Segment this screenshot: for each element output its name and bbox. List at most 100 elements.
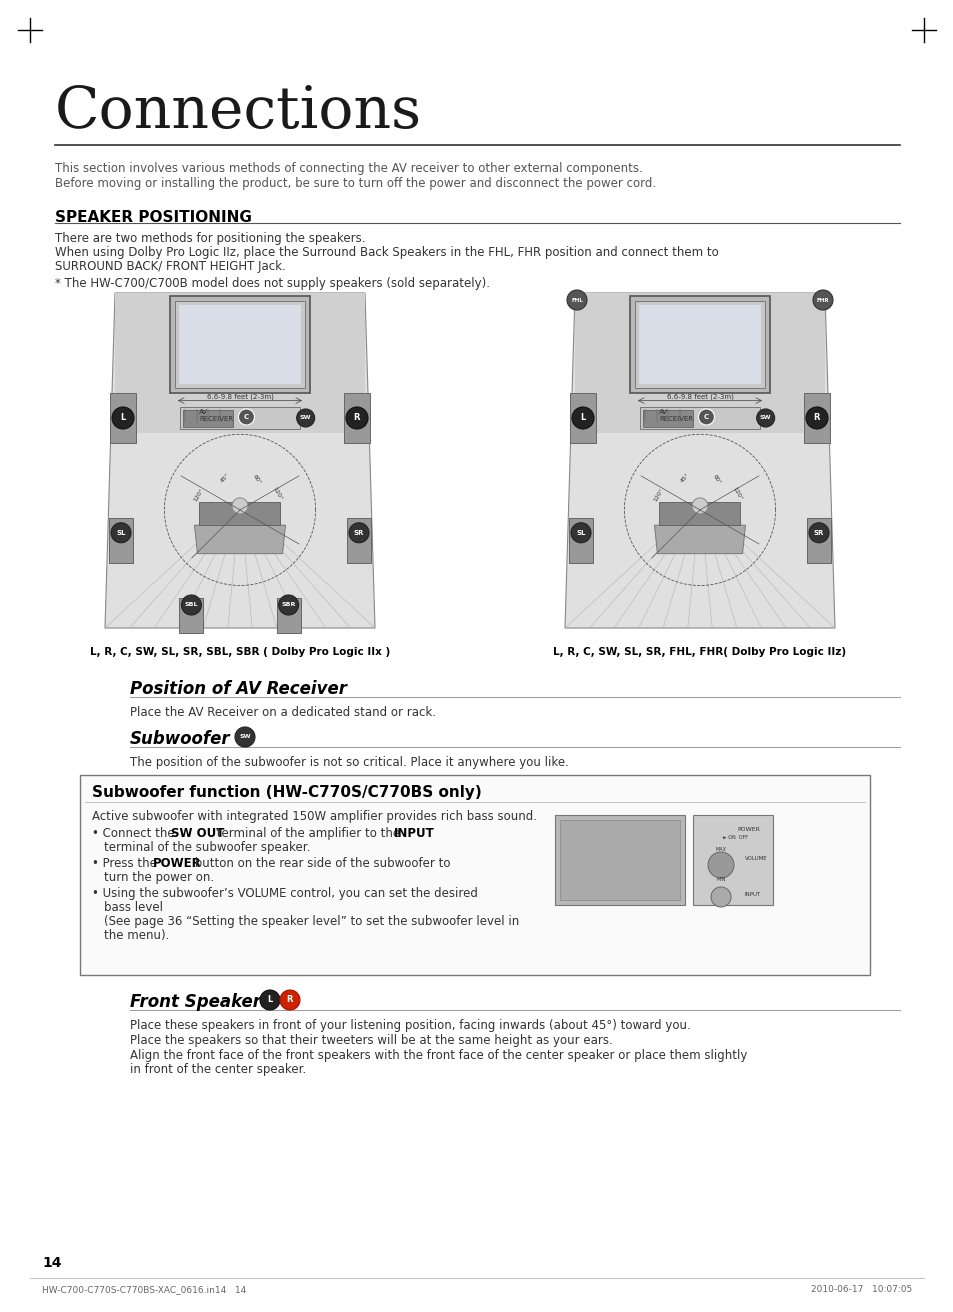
FancyBboxPatch shape — [199, 502, 280, 525]
Text: SR: SR — [354, 530, 364, 535]
FancyBboxPatch shape — [110, 394, 136, 443]
Text: terminal of the amplifier to the: terminal of the amplifier to the — [213, 827, 403, 840]
Text: • Connect the: • Connect the — [91, 827, 178, 840]
Text: 14: 14 — [42, 1256, 61, 1270]
Text: C: C — [244, 415, 249, 420]
Text: AV: AV — [199, 408, 208, 415]
Polygon shape — [654, 525, 744, 554]
Text: turn the power on.: turn the power on. — [104, 871, 213, 884]
FancyBboxPatch shape — [629, 297, 769, 392]
FancyBboxPatch shape — [568, 518, 593, 563]
Text: Before moving or installing the product, be sure to turn off the power and disco: Before moving or installing the product,… — [55, 177, 656, 190]
FancyBboxPatch shape — [180, 407, 299, 429]
FancyBboxPatch shape — [170, 297, 310, 392]
Text: HW-C700-C770S-C770BS-XAC_0616.in14   14: HW-C700-C770S-C770BS-XAC_0616.in14 14 — [42, 1284, 246, 1294]
Circle shape — [346, 407, 368, 429]
Text: Subwoofer function (HW-C770S/C770BS only): Subwoofer function (HW-C770S/C770BS only… — [91, 785, 481, 800]
Text: SL: SL — [116, 530, 126, 535]
Text: POWER: POWER — [737, 827, 760, 832]
FancyBboxPatch shape — [692, 815, 772, 905]
Text: 6.6-9.8 feet (2-3m): 6.6-9.8 feet (2-3m) — [666, 394, 733, 400]
Text: 45°: 45° — [219, 472, 230, 484]
FancyBboxPatch shape — [639, 407, 759, 429]
Text: There are two methods for positioning the speakers.: There are two methods for positioning th… — [55, 232, 365, 245]
Text: • Using the subwoofer’s VOLUME control, you can set the desired: • Using the subwoofer’s VOLUME control, … — [91, 887, 477, 900]
FancyBboxPatch shape — [178, 304, 301, 383]
Text: 120°: 120° — [272, 485, 283, 501]
FancyBboxPatch shape — [344, 394, 370, 443]
Polygon shape — [575, 293, 824, 433]
Circle shape — [566, 290, 586, 310]
FancyBboxPatch shape — [559, 820, 679, 900]
Text: * The HW-C700/C700B model does not supply speakers (sold separately).: * The HW-C700/C700B model does not suppl… — [55, 277, 490, 290]
Text: SW: SW — [239, 735, 251, 740]
Text: Place the AV Receiver on a dedicated stand or rack.: Place the AV Receiver on a dedicated sta… — [130, 706, 436, 719]
Text: FHL: FHL — [571, 298, 582, 303]
Circle shape — [296, 409, 314, 426]
Circle shape — [238, 409, 254, 425]
Text: Align the front face of the front speakers with the front face of the center spe: Align the front face of the front speake… — [130, 1050, 746, 1061]
FancyBboxPatch shape — [634, 300, 764, 387]
Text: When using Dolby Pro Logic IIz, place the Surround Back Speakers in the FHL, FHR: When using Dolby Pro Logic IIz, place th… — [55, 247, 718, 258]
Text: R: R — [813, 413, 820, 422]
Text: Place the speakers so that their tweeters will be at the same height as your ear: Place the speakers so that their tweeter… — [130, 1034, 612, 1047]
Circle shape — [756, 409, 774, 426]
Polygon shape — [105, 293, 375, 628]
Text: L: L — [120, 413, 126, 422]
Text: 6.6-9.8 feet (2-3m): 6.6-9.8 feet (2-3m) — [207, 394, 274, 400]
FancyBboxPatch shape — [555, 815, 684, 905]
Circle shape — [710, 887, 730, 907]
Text: the menu).: the menu). — [104, 929, 170, 942]
Text: Position of AV Receiver: Position of AV Receiver — [130, 680, 347, 698]
Text: POWER: POWER — [152, 857, 201, 870]
Text: MAX: MAX — [715, 848, 726, 851]
Text: RECEIVER: RECEIVER — [659, 416, 693, 421]
Circle shape — [571, 522, 590, 543]
Text: VOLUME: VOLUME — [744, 857, 767, 862]
Text: ► ON  OFF: ► ON OFF — [722, 834, 747, 840]
Text: AV: AV — [659, 408, 668, 415]
FancyBboxPatch shape — [179, 598, 203, 632]
Text: Place these speakers in front of your listening position, facing inwards (about : Place these speakers in front of your li… — [130, 1019, 690, 1033]
Text: SL: SL — [576, 530, 585, 535]
Text: SW: SW — [760, 416, 771, 420]
Text: bass level: bass level — [104, 901, 163, 914]
Circle shape — [280, 991, 299, 1010]
Circle shape — [572, 407, 594, 429]
Text: terminal of the subwoofer speaker.: terminal of the subwoofer speaker. — [104, 841, 310, 854]
Text: 120°: 120° — [193, 487, 204, 502]
FancyBboxPatch shape — [803, 394, 829, 443]
FancyBboxPatch shape — [174, 300, 305, 387]
FancyBboxPatch shape — [276, 598, 300, 632]
Text: INPUT: INPUT — [394, 827, 435, 840]
Polygon shape — [115, 293, 365, 433]
Polygon shape — [564, 293, 834, 628]
Text: 45°: 45° — [679, 472, 690, 484]
Text: • Press the: • Press the — [91, 857, 160, 870]
Text: 120°: 120° — [731, 485, 743, 501]
Text: 120°: 120° — [652, 487, 663, 502]
Text: L: L — [267, 996, 273, 1005]
Text: L: L — [579, 413, 585, 422]
Circle shape — [112, 407, 133, 429]
FancyBboxPatch shape — [642, 411, 693, 428]
Text: RECEIVER: RECEIVER — [199, 416, 233, 421]
Text: SBR: SBR — [281, 602, 295, 607]
Text: R: R — [354, 413, 360, 422]
Text: Front Speakers: Front Speakers — [130, 993, 271, 1012]
FancyBboxPatch shape — [80, 775, 869, 975]
Circle shape — [278, 596, 298, 615]
Text: SW OUT: SW OUT — [171, 827, 224, 840]
Text: 60°: 60° — [252, 474, 261, 485]
Text: Active subwoofer with integrated 150W amplifier provides rich bass sound.: Active subwoofer with integrated 150W am… — [91, 810, 537, 823]
FancyBboxPatch shape — [109, 518, 132, 563]
Text: SBL: SBL — [185, 602, 198, 607]
Text: button on the rear side of the subwoofer to: button on the rear side of the subwoofer… — [191, 857, 450, 870]
FancyBboxPatch shape — [183, 411, 233, 428]
Text: R: R — [287, 996, 293, 1005]
Circle shape — [698, 409, 714, 425]
FancyBboxPatch shape — [659, 502, 740, 525]
Text: SW: SW — [299, 416, 311, 420]
Text: FHR: FHR — [816, 298, 828, 303]
Circle shape — [707, 851, 733, 878]
